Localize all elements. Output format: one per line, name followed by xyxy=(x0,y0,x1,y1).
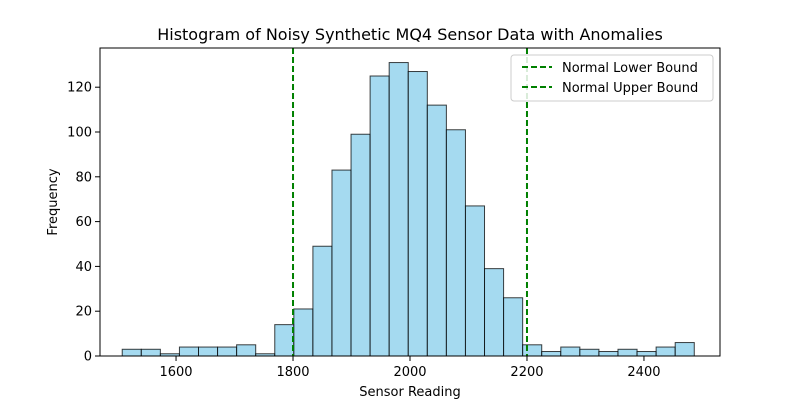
histogram-bar xyxy=(426,104,447,357)
histogram-bar xyxy=(331,169,352,357)
x-tick-label: 2000 xyxy=(393,365,426,380)
y-axis-label: Frequency xyxy=(46,168,61,235)
x-tick-label: 2200 xyxy=(510,365,543,380)
histogram-bar xyxy=(503,297,524,357)
histogram-bar xyxy=(579,348,600,357)
histogram-bar xyxy=(655,346,676,357)
y-tick-label: 120 xyxy=(67,81,92,96)
x-axis-ticks: 1600 1800 2000 2200 2400 xyxy=(159,356,661,380)
histogram-bar xyxy=(236,344,257,357)
x-tick-label: 2400 xyxy=(627,365,660,380)
y-axis-ticks: 0 20 40 60 80 100 120 xyxy=(67,81,100,365)
reference-lines xyxy=(292,48,528,356)
legend-label-lower-bound: Normal Lower Bound xyxy=(562,61,698,76)
y-tick-label: 0 xyxy=(84,350,92,365)
x-tick-label: 1600 xyxy=(159,365,192,380)
y-tick-label: 100 xyxy=(67,126,92,141)
y-tick-label: 80 xyxy=(75,170,92,185)
histogram-bar xyxy=(674,342,695,357)
legend-label-upper-bound: Normal Upper Bound xyxy=(562,81,698,96)
histogram-bar xyxy=(140,348,161,357)
histogram-bar xyxy=(560,346,581,357)
histogram-bar xyxy=(598,351,619,357)
histogram-bar xyxy=(197,346,219,357)
histogram-bar xyxy=(350,133,371,357)
histogram-bar xyxy=(464,205,486,357)
x-tick-label: 1800 xyxy=(276,365,309,380)
histogram-bar xyxy=(484,268,505,357)
chart-title: Histogram of Noisy Synthetic MQ4 Sensor … xyxy=(157,25,663,44)
histogram-bar xyxy=(407,71,428,357)
y-tick-label: 60 xyxy=(75,215,92,230)
legend: Normal Lower Bound Normal Upper Bound xyxy=(510,54,714,102)
histogram-bar xyxy=(369,75,390,357)
histogram-bar xyxy=(121,348,142,357)
histogram-bar xyxy=(217,346,238,357)
x-axis-label: Sensor Reading xyxy=(359,385,460,400)
histogram-bar xyxy=(293,308,314,357)
histogram-bar xyxy=(274,324,295,357)
histogram-bar xyxy=(178,346,199,357)
histogram-bar xyxy=(541,351,562,357)
histogram-bar xyxy=(636,351,657,357)
histogram-bars xyxy=(121,62,695,357)
histogram-bar xyxy=(522,344,543,357)
histogram-bar xyxy=(617,348,638,357)
histogram-bar xyxy=(312,245,333,357)
histogram-bar xyxy=(388,62,409,357)
histogram-bar xyxy=(445,129,466,357)
y-tick-label: 20 xyxy=(75,305,92,320)
legend-box xyxy=(510,54,714,102)
y-tick-label: 40 xyxy=(75,260,92,275)
